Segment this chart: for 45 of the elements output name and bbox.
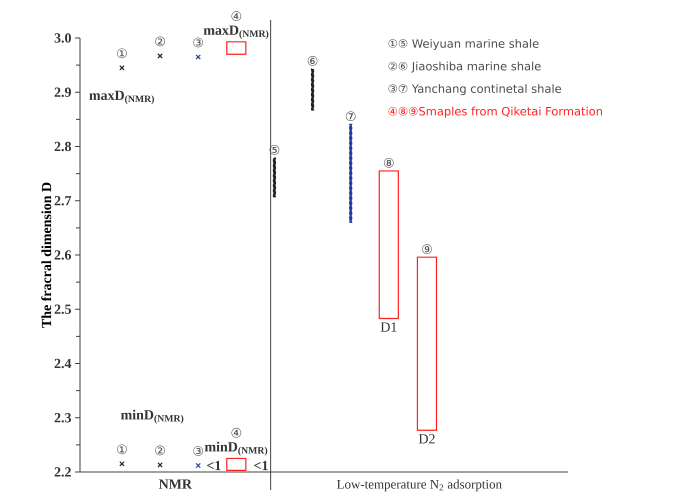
annotation: ④⑧⑨Smaples from Qiketai Formation <box>388 106 602 118</box>
bar <box>416 256 438 431</box>
category-label: ① <box>117 444 127 454</box>
category-label: ② <box>155 446 165 456</box>
point <box>157 53 163 59</box>
category-label: ④ <box>231 428 242 438</box>
point <box>157 462 163 468</box>
point <box>195 462 201 468</box>
y-tick-label: 2.8 <box>54 142 72 152</box>
annotation: ③⑦ Yanchang continetal shale <box>388 84 562 96</box>
y-tick-label: 2.4 <box>54 358 72 368</box>
x-tick-label: ⑨ <box>422 244 432 254</box>
category-label: ③ <box>193 446 204 456</box>
point <box>195 54 201 60</box>
annotation: <1 <box>207 460 221 470</box>
bar <box>310 68 314 111</box>
y-tick-label: 2.6 <box>54 250 72 260</box>
y-tick-label: 2.2 <box>54 467 71 477</box>
x-tick-label: ⑦ <box>346 111 356 122</box>
y-tick-label: 3.0 <box>54 33 71 43</box>
bar <box>349 124 352 223</box>
y-tick-label: 2.5 <box>54 304 71 314</box>
x-tick-label: ⑧ <box>384 158 394 168</box>
x-tick-label: ⑥ <box>308 56 318 66</box>
text: NMR <box>158 480 192 489</box>
y-axis-title: The fracral dimension D <box>41 182 52 328</box>
bar <box>226 458 246 471</box>
bar <box>226 41 246 55</box>
annotation: maxD$_{(NMR)}$ <box>89 90 154 104</box>
bar <box>378 170 399 320</box>
annotation: <1 <box>254 460 268 470</box>
y-tick-label: 2.9 <box>54 88 71 97</box>
bar <box>272 157 276 198</box>
annotation: ②⑥ Jiaoshiba marine shale <box>388 62 541 73</box>
annotation: D1 <box>380 322 397 332</box>
annotation: minD$_{(NMR)}$ <box>120 410 184 424</box>
point <box>119 65 125 71</box>
annotation: minD$_{(NMR)}$ <box>204 442 268 456</box>
annotation: ①⑤ Weiyuan marine shale <box>388 38 539 50</box>
y-tick-label: 2.7 <box>54 196 72 206</box>
text: Low-temperature N$_{2}$ adsorption <box>336 480 502 492</box>
y-tick-label: 2.3 <box>54 413 72 422</box>
point <box>119 461 125 467</box>
annotation: D2 <box>418 434 435 444</box>
annotation: maxD$_{(NMR)}$ <box>204 26 268 39</box>
